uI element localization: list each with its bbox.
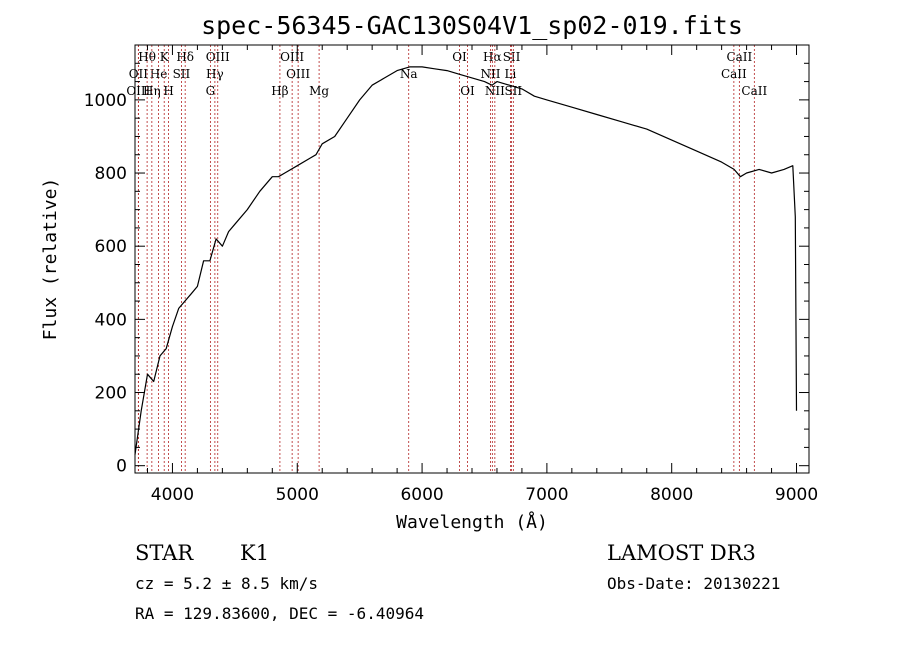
observation-date: Obs-Date: 20130221 [607,574,780,593]
x-tick-label-8000: 8000 [650,485,693,505]
line-label-4: Hη [143,84,161,98]
object-subclass: K1 [240,541,269,565]
y-tick-label-400: 400 [95,310,127,330]
line-label-11: G [206,84,216,98]
x-axis-label: Wavelength (Å) [396,511,548,533]
line-label-13: OIII [286,67,310,81]
line-label-19: Hα [483,50,502,64]
line-label-26: CaII [721,67,747,81]
spectrum-series [134,66,798,455]
series-line-flux [134,66,798,455]
line-label-27: CaII [741,84,767,98]
line-label-10: Hγ [206,67,224,81]
y-tick-label-800: 800 [95,164,127,184]
y-tick-label-200: 200 [95,384,127,404]
line-label-23: Li [505,67,517,81]
line-label-22: SII [503,50,521,64]
line-label-6: H [163,84,173,98]
x-tick-label-6000: 6000 [400,485,443,505]
x-tick-label-9000: 9000 [775,485,818,505]
coordinates-readout: RA = 129.83600, DEC = -6.40964 [135,604,424,623]
object-class: STAR [135,541,194,565]
line-label-20: NII [480,67,500,81]
line-label-18: OI [460,84,475,98]
line-label-9: OIII [206,50,230,64]
line-label-25: CaII [726,50,752,64]
line-label-7: SII [173,67,191,81]
line-label-14: Hβ [271,84,288,98]
line-label-15: Mg [309,84,329,98]
y-axis-label: Flux (relative) [40,178,61,341]
redshift-readout: cz = 5.2 ± 8.5 km/s [135,574,318,593]
chart-title: spec-56345-GAC130S04V1_sp02-019.fits [201,11,743,40]
line-label-2: OIII [126,84,150,98]
x-tick-label-4000: 4000 [151,485,194,505]
line-label-17: OI [452,50,467,64]
line-label-16: Na [400,67,418,81]
line-label-5: K [160,50,170,64]
line-label-12: OIII [280,50,304,64]
survey-name: LAMOST DR3 [607,541,756,565]
axis-ticks: 4000 5000 6000 7000 8000 9000 0 200 400 600 800 100… [84,44,818,505]
line-label-0: Hθ [138,50,156,64]
line-label-3: He [150,67,168,81]
y-tick-label-0: 0 [116,457,127,477]
y-tick-label-600: 600 [95,237,127,257]
line-label-21: NII [485,84,505,98]
y-tick-label-1000: 1000 [84,91,127,111]
x-tick-label-5000: 5000 [276,485,319,505]
line-label-8: Hδ [176,50,194,64]
x-tick-label-7000: 7000 [525,485,568,505]
plot-frame [134,44,810,474]
